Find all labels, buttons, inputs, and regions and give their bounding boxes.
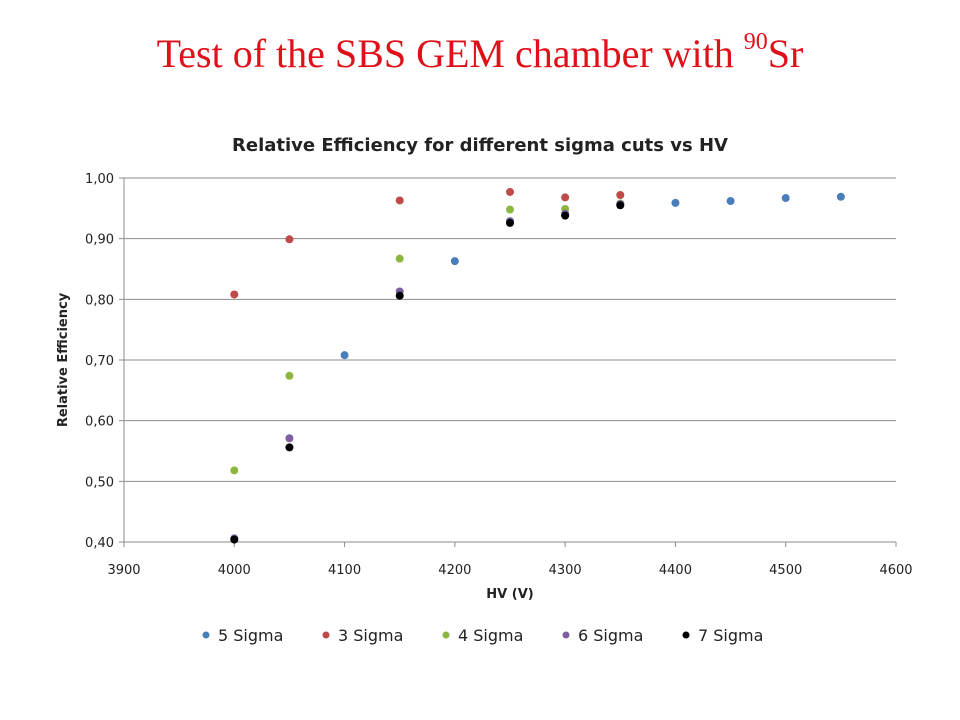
data-point (781, 194, 790, 203)
y-tick-label: 0,40 (85, 536, 114, 551)
x-tick-label: 3900 (107, 563, 140, 578)
data-point (561, 211, 570, 220)
legend-label: 4 Sigma (458, 626, 523, 645)
data-points (230, 187, 845, 544)
data-point (395, 291, 404, 300)
data-point (340, 351, 349, 360)
slide-title: Test of the SBS GEM chamber with 90Sr (0, 16, 960, 80)
data-point (395, 196, 404, 205)
legend: 5 Sigma 3 Sigma 4 Sigma 6 Sigma 7 Sigma (202, 626, 763, 645)
data-point (616, 190, 625, 199)
y-tick-label: 0,90 (85, 233, 114, 248)
data-point (395, 254, 404, 263)
series-6-sigma (230, 200, 625, 543)
legend-label: 3 Sigma (338, 626, 403, 645)
y-tick-label: 0,80 (85, 293, 114, 308)
data-point (616, 201, 625, 210)
data-point (506, 218, 514, 227)
y-tick-label: 0,60 (85, 415, 114, 430)
gridlines (119, 177, 897, 547)
data-point (285, 443, 294, 452)
x-tick-label: 4000 (218, 563, 251, 578)
x-tick-label: 4400 (659, 563, 692, 578)
y-tick-label: 0,50 (85, 475, 114, 490)
data-point (726, 197, 735, 206)
slide-title-main: Test of the SBS GEM chamber with (156, 31, 744, 76)
slide-title-end: Sr (767, 31, 804, 76)
data-point (285, 235, 294, 244)
data-point (506, 187, 514, 196)
y-axis-title: Relative Efficiency (56, 292, 71, 427)
data-point (506, 205, 514, 214)
legend-marker (682, 631, 690, 639)
data-point (230, 535, 239, 544)
x-tick-label: 4200 (438, 563, 471, 578)
legend-label: 5 Sigma (218, 626, 283, 645)
y-tick-label: 0,70 (85, 354, 114, 369)
data-point (450, 257, 459, 266)
legend-marker (322, 631, 330, 639)
series-7-sigma (230, 201, 625, 544)
x-tick-label: 4100 (328, 563, 361, 578)
data-point (671, 198, 680, 207)
x-axis-title: HV (V) (486, 587, 533, 602)
series-5-sigma (340, 192, 845, 360)
data-point (285, 371, 294, 380)
data-point (285, 434, 294, 443)
x-tick-label: 4300 (549, 563, 582, 578)
legend-marker (562, 631, 570, 639)
series-3-sigma (230, 187, 625, 299)
legend-label: 6 Sigma (578, 626, 643, 645)
data-point (230, 290, 239, 299)
legend-marker (442, 631, 450, 639)
chart-title: Relative Efficiency for different sigma … (232, 135, 728, 156)
x-tick-label: 4600 (879, 563, 912, 578)
data-point (836, 192, 845, 201)
legend-marker (202, 631, 210, 639)
x-tick-label: 4500 (769, 563, 802, 578)
data-point (230, 466, 239, 475)
legend-label: 7 Sigma (698, 626, 763, 645)
y-tick-label: 1,00 (85, 172, 114, 187)
data-point (561, 193, 570, 202)
tick-labels: 0,40 0,50 0,60 0,70 0,80 0,90 1,00 3900 4000 4100… (85, 172, 913, 578)
slide-title-superscript: 90 (743, 29, 768, 55)
